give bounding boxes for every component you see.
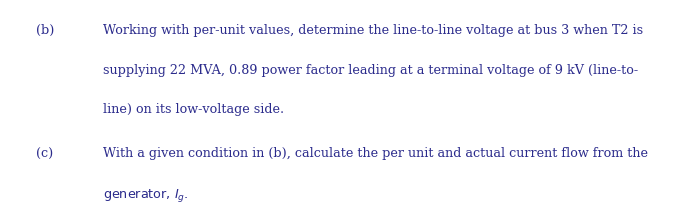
Text: line) on its low-voltage side.: line) on its low-voltage side. [103,103,283,116]
Text: (c): (c) [36,147,53,160]
Text: supplying 22 MVA, 0.89 power factor leading at a terminal voltage of 9 kV (line-: supplying 22 MVA, 0.89 power factor lead… [103,64,638,77]
Text: (b): (b) [36,24,55,37]
Text: Working with per-unit values, determine the line-to-line voltage at bus 3 when T: Working with per-unit values, determine … [103,24,642,37]
Text: generator, $I_g$.: generator, $I_g$. [103,187,188,202]
Text: With a given condition in (b), calculate the per unit and actual current flow fr: With a given condition in (b), calculate… [103,147,647,160]
